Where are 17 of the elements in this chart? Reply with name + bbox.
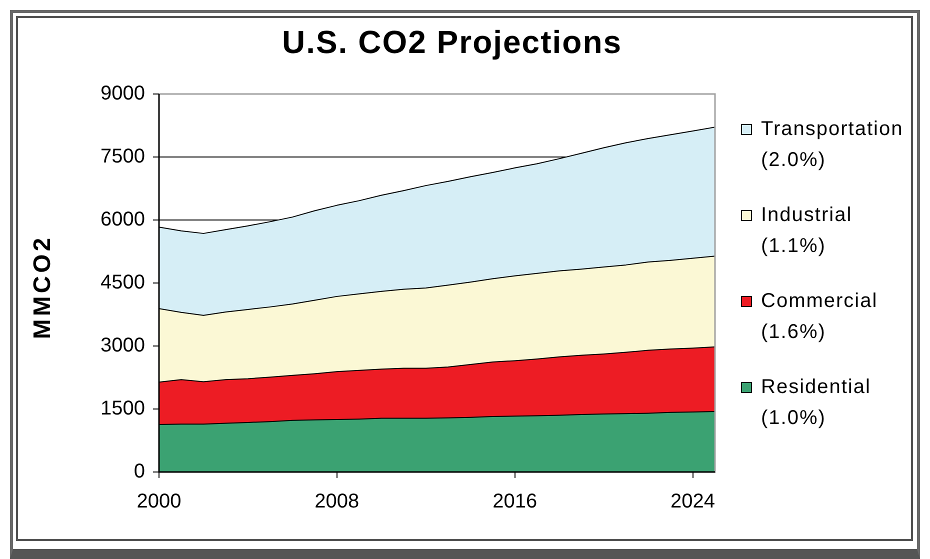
y-tick-label: 3000: [100, 334, 145, 357]
y-tick-label: 9000: [100, 82, 145, 105]
x-tick-label: 2016: [492, 490, 538, 513]
legend-label: Industrial (1.1%): [761, 203, 852, 259]
legend-label: Commercial (1.6%): [761, 289, 878, 345]
x-tick-label: 2024: [670, 490, 716, 513]
legend-label: Transportation (2.0%): [761, 117, 904, 173]
legend-label: Residential (1.0%): [761, 375, 871, 431]
x-tick-label: 2008: [314, 490, 360, 513]
y-tick-label: 7500: [100, 146, 145, 168]
y-tick-label: 4500: [100, 272, 145, 294]
y-axis-title: MMCO2: [29, 234, 57, 340]
x-tick-label: 2000: [136, 490, 182, 513]
y-tick-label: 0: [134, 460, 145, 483]
y-tick-label: 1500: [100, 398, 145, 420]
chart-title: U.S. CO2 Projections: [280, 23, 624, 62]
y-tick-label: 6000: [100, 208, 145, 231]
